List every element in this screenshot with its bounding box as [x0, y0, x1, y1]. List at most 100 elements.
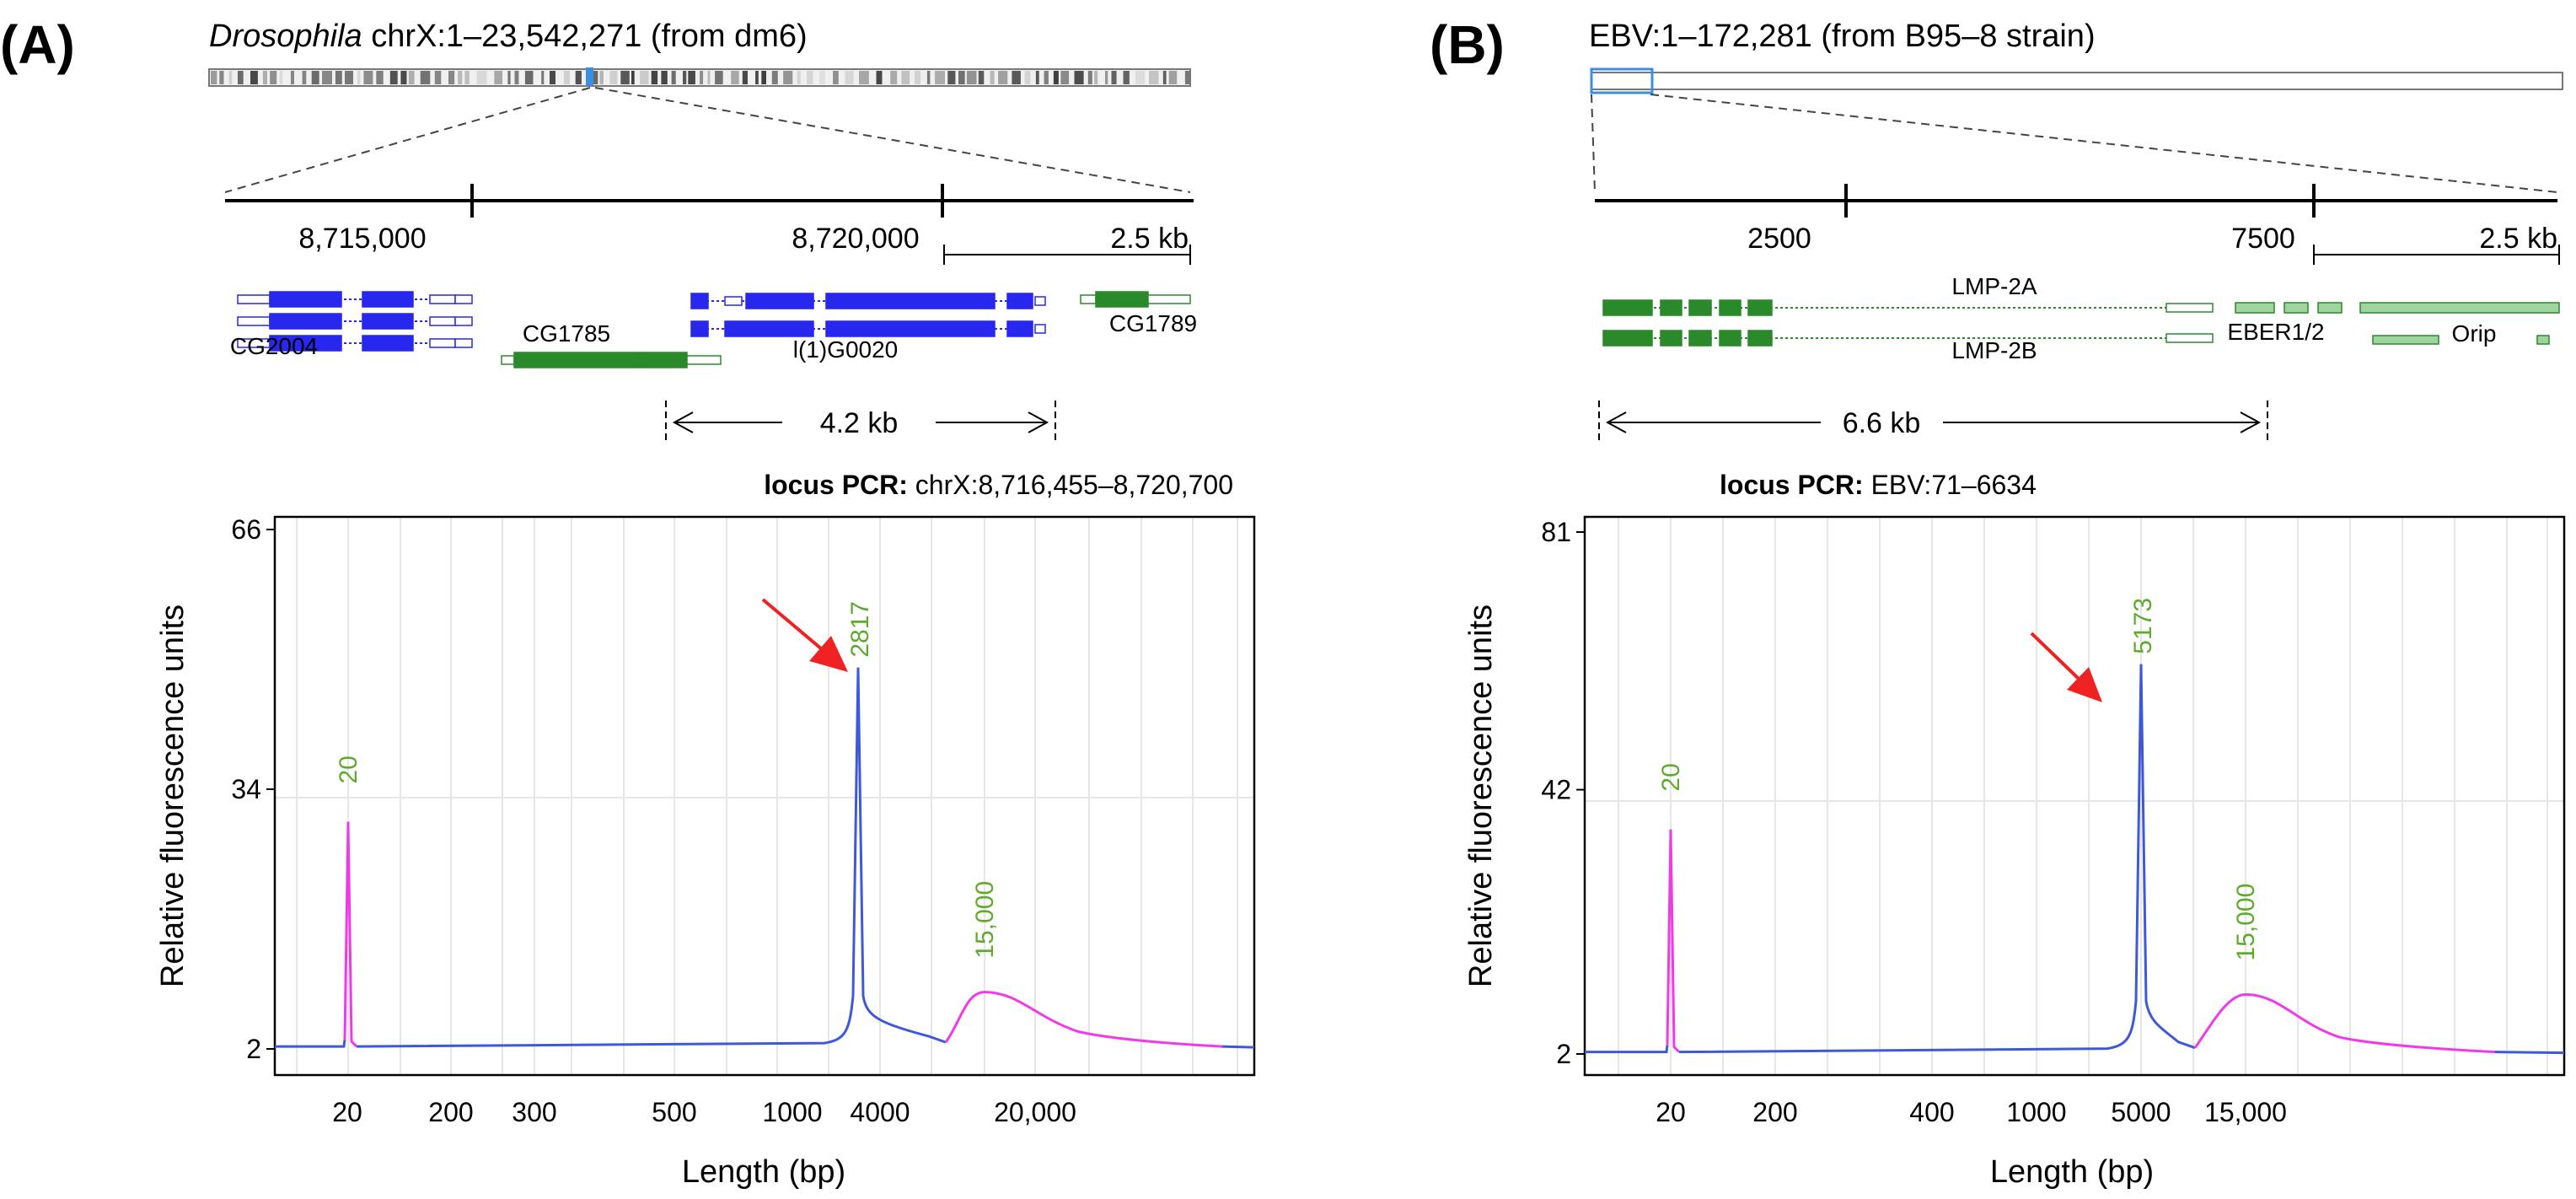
transcript-cg1785 [501, 352, 722, 368]
ideogram-band [915, 71, 921, 84]
gene-label-lmp-2b: LMP-2B [1951, 337, 2037, 363]
y-tick-label: 34 [231, 774, 261, 804]
exon [2165, 303, 2214, 313]
ideogram-band [731, 71, 739, 84]
panel-a-title-italic: Drosophila [209, 19, 362, 54]
peak-labels: 20 5173 15,000 [1657, 598, 2260, 961]
exon [454, 294, 473, 304]
ideogram-band [420, 71, 431, 84]
ideogram-band [1053, 71, 1059, 84]
ideogram-band [1060, 71, 1070, 84]
pcr-product-peak [356, 667, 947, 1048]
ideogram-band [876, 71, 883, 84]
exon [1095, 291, 1149, 308]
panel-a-label: (A) [0, 14, 75, 75]
electropherogram-trace [1585, 664, 2565, 1055]
plot-area [1585, 517, 2564, 1075]
panel-b-title: EBV:1–172,281 (from B95–8 strain) [1589, 19, 2096, 54]
x-tick-label: 4000 [850, 1097, 910, 1127]
exon [1006, 320, 1033, 337]
ideogram-band [990, 71, 995, 84]
ideogram-band [476, 71, 487, 84]
ideogram-band [302, 71, 307, 84]
y-axis-title: Relative fluorescence units [155, 605, 191, 987]
coordinate-label-2: 8,720,000 [792, 223, 919, 255]
gene-label-l1g0020: l(1)G0020 [793, 336, 899, 363]
ideogram-band [901, 71, 910, 84]
ideogram-band [464, 71, 470, 84]
ideogram-band [250, 71, 258, 84]
y-tick-label: 66 [231, 514, 261, 545]
x-tick-label: 20,000 [994, 1097, 1076, 1127]
ideogram-band [1094, 71, 1098, 84]
ideogram-band [400, 71, 407, 84]
exon [690, 293, 709, 309]
ideogram-band [1111, 71, 1117, 84]
chart-title: locus PCR: chrX:8,716,455–8,720,700 [764, 470, 1233, 500]
ideogram-band [311, 71, 319, 84]
exon [2165, 333, 2214, 343]
pcr-product-peak [1678, 664, 2196, 1054]
ideogram-band [363, 71, 373, 84]
x-tick-label: 400 [1909, 1097, 1954, 1127]
gene-label-cg2004: CG2004 [230, 333, 318, 359]
ideogram-band [279, 71, 283, 84]
exon [362, 335, 414, 352]
ideogram-band [797, 71, 801, 84]
baseline-trace [1585, 1045, 1669, 1054]
ideogram-band [947, 71, 956, 84]
ideogram-band [599, 71, 604, 84]
ideogram-band [935, 71, 945, 84]
ideogram-band [966, 71, 977, 84]
zoom-line-left [1591, 94, 1596, 193]
exon [237, 316, 271, 326]
exon [1034, 296, 1046, 306]
ideogram-band [1162, 71, 1167, 84]
x-tick-label: 1000 [762, 1097, 822, 1127]
ideogram-band [958, 71, 965, 84]
ideogram-band [357, 71, 361, 84]
ideogram-band [640, 71, 649, 84]
x-axis-title: Length (bp) [682, 1154, 845, 1190]
exon [825, 293, 996, 309]
x-tick-label: 300 [512, 1097, 556, 1127]
exon [429, 338, 456, 348]
panel-a-chart: locus PCR: chrX:8,716,455–8,720,700 [155, 470, 1256, 1190]
exon [1747, 299, 1773, 316]
ideogram-band [1024, 71, 1031, 84]
exon [269, 313, 342, 330]
ideogram-band [1074, 71, 1084, 84]
peak-label: 2817 [846, 601, 874, 658]
gene-track [237, 291, 1191, 368]
ideogram-band [1168, 71, 1178, 84]
ideogram-band [408, 71, 415, 84]
amplicon-span-label: 6.6 kb [1843, 407, 1921, 439]
exon [269, 291, 342, 308]
coordinate-label-2: 7500 [2231, 223, 2295, 255]
chart-title-bold: locus PCR: [764, 470, 908, 500]
red-arrow [2030, 632, 2102, 702]
exon [1006, 293, 1033, 309]
panel-a-title-rest: chrX:1–23,542,271 (from dm6) [362, 19, 808, 54]
transcript-l1g0020-2 [690, 320, 1046, 337]
exon [501, 355, 515, 365]
x-tick-labels: 20 200 400 1000 5000 15,000 [1656, 1097, 2287, 1127]
exon [1688, 330, 1712, 347]
x-tick-label: 500 [652, 1097, 696, 1127]
ideogram-band [228, 71, 233, 84]
zoom-line-left [224, 87, 591, 193]
ideogram-band [1012, 71, 1021, 84]
ideogram-highlight [1590, 67, 1654, 94]
scale-bar-label: 2.5 kb [2479, 223, 2557, 255]
exon [1602, 330, 1653, 347]
ideogram-band [700, 71, 704, 84]
lower-marker-peak [1666, 829, 1681, 1053]
ideogram-band [926, 71, 931, 84]
panel-a-title: Drosophila chrX:1–23,542,271 (from dm6) [209, 19, 808, 54]
ideogram-band [978, 71, 985, 84]
y-tick-label: 2 [1556, 1039, 1571, 1069]
gridlines [1585, 517, 2564, 1075]
coordinate-label-1: 8,715,000 [298, 223, 426, 255]
ideogram-band [550, 71, 555, 84]
